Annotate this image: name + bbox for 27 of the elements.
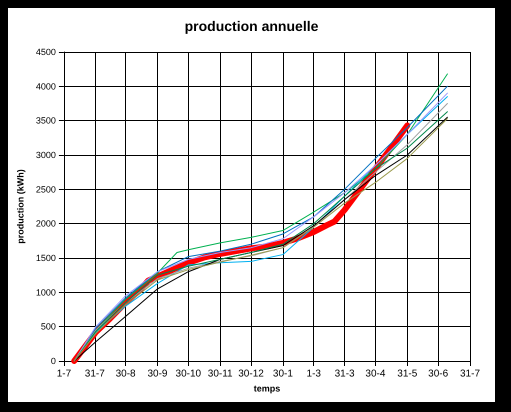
y-tick-label: 1000 <box>36 287 56 298</box>
y-tick-label: 3000 <box>36 150 56 160</box>
y-tick-label: 4000 <box>36 81 56 92</box>
x-tick-label: 31-7 <box>460 368 480 380</box>
x-tick-label: 30-1 <box>272 368 294 380</box>
x-axis-title: temps <box>254 383 280 394</box>
y-tick-label: 3500 <box>36 116 56 126</box>
y-tick-label: 0 <box>50 356 56 366</box>
x-tick-label: 1-3 <box>306 368 322 380</box>
x-tick-label: 1-7 <box>56 368 72 380</box>
x-tick-label: 30-6 <box>428 368 449 380</box>
x-tick-label: 30-11 <box>208 368 234 380</box>
y-tick-label: 1500 <box>36 253 56 263</box>
y-axis-title: production (kWh) <box>16 169 26 244</box>
x-tick-label: 31-7 <box>84 368 106 380</box>
x-tick-label: 30-9 <box>147 368 168 380</box>
x-tick-label: 30-12 <box>238 368 264 380</box>
y-tick-label: 4500 <box>36 47 56 57</box>
y-tick-label: 2500 <box>36 184 56 194</box>
x-tick-label: 31-5 <box>397 368 418 380</box>
x-tick-label: 30-10 <box>176 368 202 380</box>
chart-title: production annuelle <box>184 18 319 34</box>
x-tick-label: 30-4 <box>365 368 386 380</box>
y-tick-label: 2000 <box>36 218 56 229</box>
x-tick-label: 30-8 <box>116 368 136 380</box>
x-tick-label: 31-3 <box>334 368 356 380</box>
y-tick-label: 500 <box>40 322 56 332</box>
